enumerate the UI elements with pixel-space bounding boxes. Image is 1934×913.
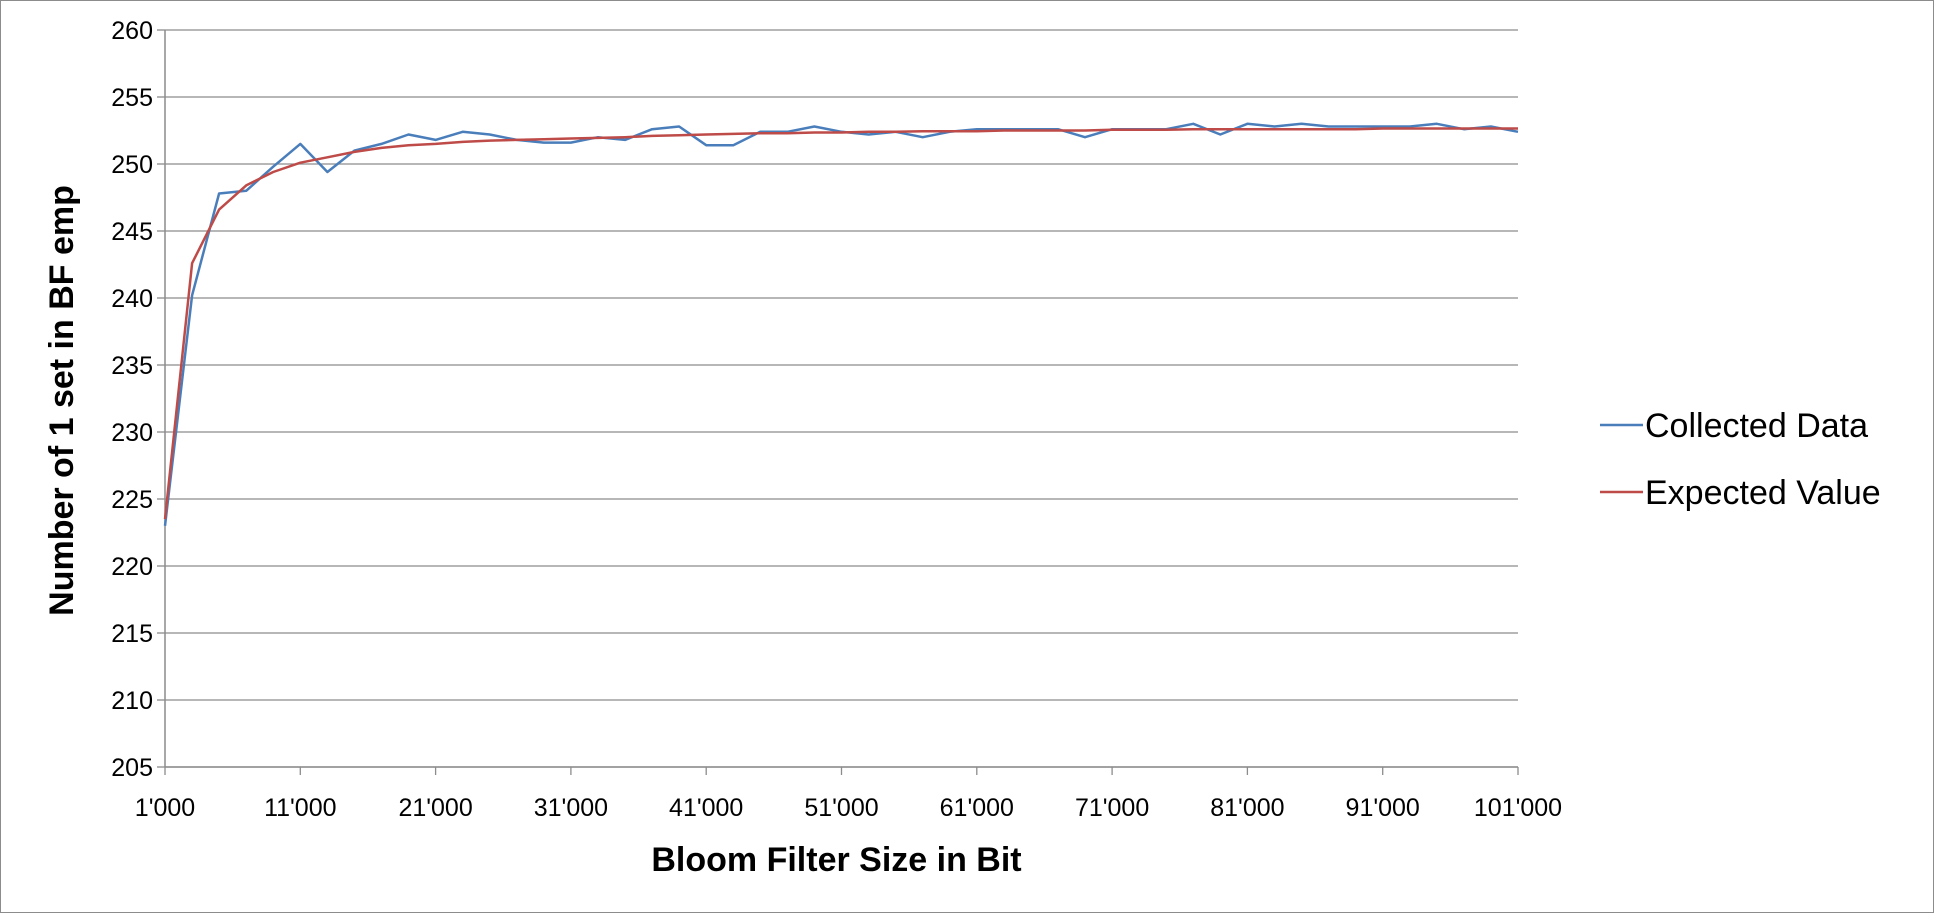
- y-tick-label: 230: [111, 419, 153, 447]
- series-line-expected-value: [163, 127, 1518, 520]
- x-tick-label: 61'000: [940, 794, 1014, 822]
- x-tick-label: 81'000: [1210, 794, 1284, 822]
- y-tick-label: 235: [111, 352, 153, 380]
- y-tick-label: 245: [111, 218, 153, 246]
- x-tick-labels: 1'000 11'000 21'000 31'000 41'000 51'000 61'00…: [135, 794, 1562, 822]
- x-tick-label: 101'000: [1474, 794, 1562, 822]
- y-tick-label: 225: [111, 486, 153, 514]
- x-tick-label: 51'000: [804, 794, 878, 822]
- gridlines: [157, 29, 1519, 775]
- x-tick-label: 41'000: [669, 794, 743, 822]
- legend-item-collected-data: Collected Data: [1600, 407, 1868, 445]
- y-tick-label: 240: [111, 285, 153, 313]
- x-tick-label: 21'000: [398, 794, 472, 822]
- legend: Collected Data Expected Value: [1600, 407, 1881, 512]
- series-line-collected-data: [163, 122, 1519, 526]
- x-axis-title: Bloom Filter Size in Bit: [651, 841, 1021, 879]
- y-tick-label: 220: [111, 553, 153, 581]
- y-tick-label: 215: [111, 620, 153, 648]
- y-tick-label: 260: [111, 17, 153, 45]
- x-tick-label: 1'000: [135, 794, 195, 822]
- axes: [164, 30, 1518, 768]
- y-tick-label: 255: [111, 84, 153, 112]
- y-tick-label: 210: [111, 687, 153, 715]
- y-axis-title: Number of 1 set in BF emp: [43, 185, 81, 616]
- series-lines: [163, 122, 1519, 526]
- x-tick-label: 91'000: [1346, 794, 1420, 822]
- legend-label-expected-value: Expected Value: [1645, 474, 1881, 512]
- y-tick-label: 250: [111, 151, 153, 179]
- y-tick-labels: 205 210 215 220 225 230 235 240 245 250 255 260: [111, 17, 153, 782]
- y-tick-label: 205: [111, 754, 153, 782]
- legend-label-collected-data: Collected Data: [1645, 407, 1868, 445]
- x-tick-label: 71'000: [1075, 794, 1149, 822]
- x-tick-label: 11'000: [264, 794, 336, 822]
- x-tick-label: 31'000: [534, 794, 608, 822]
- legend-item-expected-value: Expected Value: [1600, 474, 1881, 512]
